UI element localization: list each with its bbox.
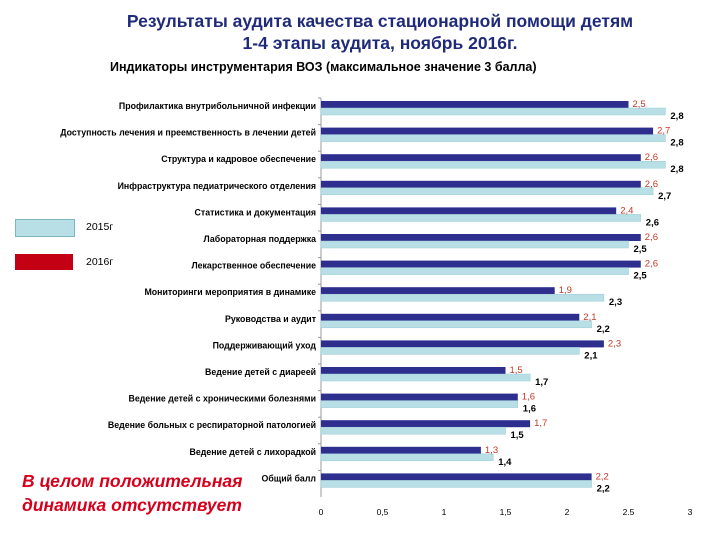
category-label: Лабораторная поддержка [204,234,317,244]
category-label: Ведение детей с диареей [205,367,316,377]
bar-2016 [321,207,617,215]
data-label-2015: 1,6 [523,404,536,415]
data-label-2016: 2,2 [596,471,609,482]
x-tick-label: 0,5 [377,507,389,517]
conclusion-line-2: динамика отсутствует [22,495,242,515]
data-label-2015: 2,1 [584,350,598,361]
bar-2016 [321,420,531,428]
bar-2016 [321,340,604,348]
bar-2015 [320,453,494,462]
bar-2016 [321,287,555,295]
bar-2016 [321,234,641,241]
chart-title-line-2: 1-4 этапы аудита, ноябрь 2016г. [242,33,518,53]
data-label-2015: 2,6 [646,217,659,228]
bar-2015 [320,293,605,302]
bar-2015 [320,160,666,169]
data-label-2015: 2,7 [658,191,671,202]
data-label-2016: 2,4 [620,205,633,216]
bar-2015 [320,267,629,275]
category-label: Мониторинги мероприятия в динамике [144,287,316,297]
data-label-2015: 2,5 [634,271,648,282]
x-tick-label: 0 [319,507,324,517]
bar-2015 [320,320,592,329]
category-label: Доступность лечения и преемственность в … [60,128,316,138]
category-label: Общий балл [262,473,316,483]
data-label-2016: 2,6 [645,152,658,163]
legend-label-2015: 2015г [86,221,114,233]
bar-2015 [320,426,506,435]
category-label: Ведение детей с хроническими болезнями [128,394,316,404]
conclusion-line-1: В целом положительная [22,471,243,491]
x-tick-label: 1 [442,507,447,517]
conclusion-text: В целом положительная динамика отсутству… [22,469,262,517]
bar-2015 [320,347,580,355]
data-label-2015: 2,8 [670,164,683,175]
category-label: Поддерживающий уход [213,340,317,350]
data-label-2015: 2,2 [597,324,610,335]
data-label-2016: 1,5 [510,365,523,376]
legend-swatch-2015 [15,219,75,237]
chart-title-line-1: Результаты аудита качества стационарной … [126,11,634,31]
data-label-2015: 2,2 [597,483,610,494]
x-tick-label: 1,5 [500,507,512,517]
data-label-2016: 1,6 [522,392,535,403]
bar-2016 [321,127,654,135]
bar-2016 [321,473,592,481]
legend-label-2016: 2016г [86,256,114,268]
data-label-2015: 1,5 [511,430,525,441]
data-label-2016: 2,6 [645,259,658,270]
bar-2015 [320,240,629,249]
bar-2015 [320,187,654,196]
category-label: Структура и кадровое обеспечение [161,154,316,164]
data-label-2016: 2,5 [633,99,646,110]
data-label-2015: 2,8 [670,138,683,149]
data-label-2015: 2,5 [634,244,648,255]
bar-2016 [321,260,641,268]
data-label-2015: 1,7 [535,377,548,388]
data-label-2016: 1,9 [559,285,572,296]
category-label: Ведение больных с респираторной патологи… [108,420,316,430]
bar-2015 [320,107,666,116]
bar-2016 [321,446,481,454]
bar-2015 [320,373,531,382]
x-tick-label: 2.5 [623,507,635,517]
bar-2015 [320,480,592,488]
x-tick-label: 3 [688,507,693,517]
category-label: Профилактика внутрибольничной инфекции [119,101,316,111]
data-label-2015: 2,8 [670,111,683,122]
bar-2016 [321,101,629,108]
bar-2016 [321,313,580,321]
category-label: Руководства и аудит [225,314,317,324]
data-label-2016: 2,7 [657,126,670,137]
bar-2015 [320,134,666,142]
data-label-2016: 2,1 [583,312,596,323]
bar-2016 [321,154,641,162]
data-label-2016: 2,6 [645,232,658,243]
data-label-2015: 1,4 [498,457,512,468]
bar-2015 [320,214,642,222]
bar-2016 [321,367,506,374]
data-label-2015: 2,3 [609,297,622,308]
data-label-2016: 2,6 [645,179,658,190]
bar-2016 [321,393,518,401]
chart-subtitle: Индикаторы инструментария ВОЗ (максималь… [110,60,537,74]
data-label-2016: 2,3 [608,338,621,349]
category-label: Лекарственное обеспечение [191,261,316,271]
category-label: Ведение детей с лихорадкой [190,447,317,457]
data-label-2016: 1,7 [534,418,547,429]
x-tick-label: 2 [565,507,570,517]
bar-2015 [320,400,519,408]
bar-2016 [321,180,641,188]
category-label: Статистика и документация [195,207,316,217]
category-label: Инфраструктура педиатрического отделения [118,181,316,191]
legend-swatch-2016 [15,254,73,270]
data-label-2016: 1,3 [485,445,498,456]
